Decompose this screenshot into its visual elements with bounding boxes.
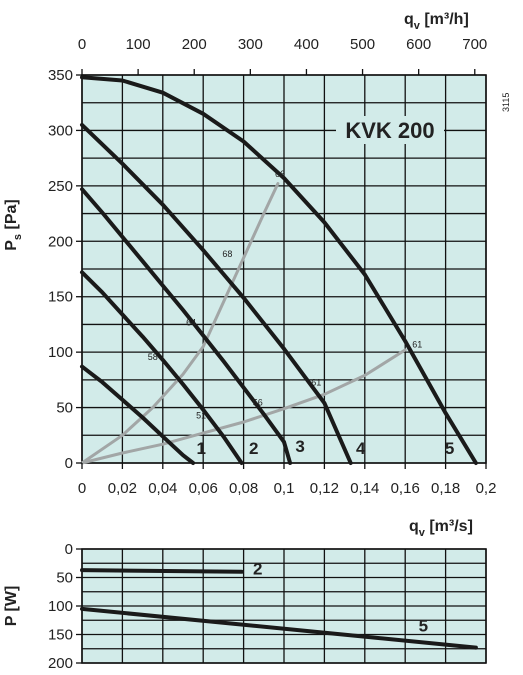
power-axis-label: P [W] bbox=[3, 586, 20, 627]
fan-curves bbox=[80, 75, 478, 465]
chart-title: KVK 200 bbox=[345, 118, 434, 143]
top-tick-label: 700 bbox=[462, 36, 487, 53]
fan-curve-labels: 1 2 3 4 5 bbox=[196, 437, 454, 458]
x-tick-label: 0,04 bbox=[148, 480, 177, 497]
sound-level-label: 61 bbox=[412, 340, 422, 350]
x-tick-label: 0,18 bbox=[431, 480, 460, 497]
power-axis-ticks: 0 50 100 150 200 bbox=[48, 541, 82, 672]
flow-axis-label: qv [m³/s] bbox=[409, 518, 473, 539]
power-tick-label: 100 bbox=[48, 598, 73, 615]
x-tick-label: 0,06 bbox=[189, 480, 218, 497]
power-curve-labels: 25 bbox=[253, 560, 428, 636]
power-curves bbox=[80, 568, 478, 650]
sound-curve bbox=[80, 182, 280, 465]
y-tick-label: 0 bbox=[65, 455, 73, 472]
title-background bbox=[336, 116, 444, 144]
fan-curve-label: 3 bbox=[295, 437, 304, 456]
power-tick-label: 0 bbox=[65, 541, 73, 558]
top-tick-label: 300 bbox=[238, 36, 263, 53]
top-tick-label: 400 bbox=[294, 36, 319, 53]
fan-curve-4 bbox=[80, 122, 353, 465]
x-tick-label: 0,2 bbox=[476, 480, 497, 497]
x-tick-label: 0,14 bbox=[350, 480, 379, 497]
x-tick-label: 0,08 bbox=[229, 480, 258, 497]
fan-curve-label: 5 bbox=[445, 439, 454, 458]
power-tick-label: 50 bbox=[56, 570, 73, 587]
x-tick-label: 0 bbox=[78, 480, 86, 497]
sound-level-label: 66 bbox=[275, 169, 285, 179]
x-tick-label: 0,12 bbox=[310, 480, 339, 497]
sound-level-label: 61 bbox=[311, 377, 321, 387]
top-tick-label: 600 bbox=[406, 36, 431, 53]
x-tick-label: 0,02 bbox=[108, 480, 137, 497]
fan-curve-5 bbox=[80, 75, 478, 465]
sound-level-label: 68 bbox=[222, 249, 232, 259]
top-axis-label: qv [m³/h] bbox=[404, 11, 469, 32]
x-tick-label: 0,1 bbox=[274, 480, 295, 497]
fan-curve-1 bbox=[80, 364, 196, 465]
figure-code: 3115 bbox=[501, 93, 511, 112]
fan-curve-2 bbox=[80, 270, 244, 465]
power-tick-label: 150 bbox=[48, 627, 73, 644]
sound-level-label: 51 bbox=[196, 411, 206, 421]
x-tick-label: 0,16 bbox=[391, 480, 420, 497]
y-tick-label: 350 bbox=[48, 67, 73, 84]
y-tick-label: 150 bbox=[48, 289, 73, 306]
top-tick-label: 100 bbox=[126, 36, 151, 53]
top-axis-ticks: 0 100 200 300 400 500 600 700 bbox=[78, 36, 487, 75]
power-tick-label: 200 bbox=[48, 655, 73, 672]
y-tick-label: 300 bbox=[48, 122, 73, 139]
top-tick-label: 500 bbox=[350, 36, 375, 53]
power-curve-label: 5 bbox=[419, 617, 428, 636]
pressure-chart: 66 68 64 58 51 56 61 61 1 2 3 4 5 KVK 200 bbox=[80, 74, 487, 465]
pressure-axis-label: Ps [Pa] bbox=[3, 199, 24, 250]
power-chart: 25 bbox=[80, 548, 487, 664]
fan-curve-label: 4 bbox=[356, 439, 366, 458]
power-curve-5 bbox=[80, 606, 478, 650]
y-tick-label: 250 bbox=[48, 178, 73, 195]
flow-axis-ticks: 0 0,02 0,04 0,06 0,08 0,1 0,12 0,14 0,16 0,18 0,2 bbox=[78, 463, 497, 497]
top-tick-label: 200 bbox=[182, 36, 207, 53]
sound-curves bbox=[80, 182, 407, 465]
y-tick-label: 50 bbox=[56, 400, 73, 417]
pressure-axis-ticks: 0 50 100 150 200 250 300 350 bbox=[48, 67, 82, 472]
sound-level-label: 64 bbox=[186, 318, 196, 328]
fan-curve-3 bbox=[80, 187, 293, 465]
top-tick-label: 0 bbox=[78, 36, 86, 53]
fan-curve-label: 1 bbox=[196, 439, 205, 458]
y-tick-label: 100 bbox=[48, 344, 73, 361]
power-curve-label: 2 bbox=[253, 560, 262, 579]
sound-point-labels: 66 68 64 58 51 56 61 61 bbox=[148, 169, 423, 421]
fan-curve-label: 2 bbox=[249, 439, 258, 458]
sound-level-label: 56 bbox=[253, 397, 263, 407]
power-curve-2 bbox=[80, 568, 244, 574]
sound-curve bbox=[80, 348, 407, 465]
sound-level-label: 58 bbox=[148, 352, 158, 362]
y-tick-label: 200 bbox=[48, 233, 73, 250]
